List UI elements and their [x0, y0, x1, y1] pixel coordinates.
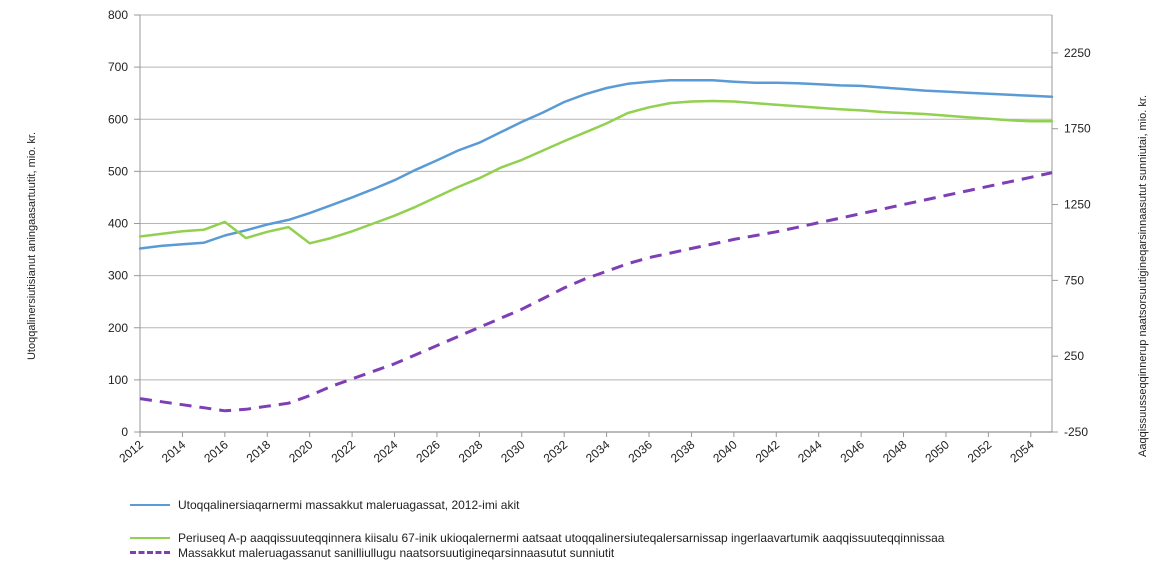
x-tick-label: 2042 [753, 437, 783, 465]
series-lines [138, 78, 1054, 413]
x-tick-label: 2024 [371, 437, 401, 465]
legend-label: Massakkut maleruagassanut sanilliullugu … [178, 546, 615, 560]
left-tick-label: 200 [108, 321, 128, 335]
left-tick-label: 600 [108, 112, 128, 126]
x-tick-label: 2050 [922, 437, 952, 465]
x-tick-label: 2052 [965, 437, 995, 465]
x-tick-label: 2040 [710, 437, 740, 465]
x-tick-label: 2026 [413, 437, 443, 465]
x-tick-label: 2016 [201, 437, 231, 465]
legend: Utoqqalinersiaqarnermi massakkut malerua… [130, 498, 990, 561]
left-tick-label: 100 [108, 373, 128, 387]
right-tick-label: 750 [1064, 273, 1084, 287]
left-axis-ticks: 0 100 200 300 400 500 600 700 800 [108, 8, 140, 439]
legend-swatch-purple [130, 551, 170, 554]
right-tick-label: 1750 [1064, 122, 1091, 136]
x-tick-label: 2012 [116, 437, 146, 465]
x-tick-label: 2022 [329, 437, 359, 465]
right-tick-label: 2250 [1064, 46, 1091, 60]
series-line-1 [138, 99, 1054, 245]
legend-item-blue: Utoqqalinersiaqarnermi massakkut malerua… [130, 498, 990, 528]
left-tick-label: 500 [108, 164, 128, 178]
x-tick-label: 2020 [286, 437, 316, 465]
legend-item-purple: Massakkut maleruagassanut sanilliullugu … [130, 546, 990, 561]
legend-swatch-blue [130, 504, 170, 506]
left-tick-label: 800 [108, 8, 128, 22]
legend-label: Periuseq A-p aaqqissuuteqqinnera kiisalu… [178, 531, 945, 545]
right-axis-title: Aaqqissuusseqqinnerup naatsorsuutigineqa… [1137, 95, 1149, 457]
series-line-2 [139, 171, 1053, 413]
x-tick-label: 2054 [1007, 437, 1037, 465]
x-tick-label: 2038 [668, 437, 698, 465]
left-tick-label: 400 [108, 217, 128, 231]
right-tick-label: 250 [1064, 349, 1084, 363]
x-axis-ticks: 2012 2014 2016 2018 2020 2022 2024 2026 2028 2030… [116, 432, 1037, 465]
left-tick-label: 0 [121, 425, 128, 439]
x-tick-label: 2048 [880, 437, 910, 465]
x-tick-label: 2036 [625, 437, 655, 465]
right-axis-ticks: -250 250 750 1250 1750 2250 [1052, 46, 1091, 439]
x-tick-label: 2014 [159, 437, 189, 465]
x-tick-label: 2046 [838, 437, 868, 465]
left-axis-title: Utoqqalinersiutisianut aningaasartuutit,… [26, 132, 38, 360]
legend-label: Utoqqalinersiaqarnermi massakkut malerua… [178, 498, 520, 512]
right-tick-label: -250 [1064, 425, 1088, 439]
x-tick-label: 2028 [456, 437, 486, 465]
gridlines [140, 14, 1052, 381]
left-tick-label: 700 [108, 60, 128, 74]
legend-swatch-green [130, 537, 170, 539]
x-tick-label: 2030 [498, 437, 528, 465]
x-tick-label: 2032 [541, 437, 571, 465]
x-tick-label: 2018 [244, 437, 274, 465]
left-tick-label: 300 [108, 269, 128, 283]
right-tick-label: 1250 [1064, 198, 1091, 212]
series-line-0 [138, 78, 1054, 250]
x-tick-label: 2044 [795, 437, 825, 465]
x-tick-label: 2034 [583, 437, 613, 465]
legend-item-green: Periuseq A-p aaqqissuuteqqinnera kiisalu… [130, 531, 990, 546]
